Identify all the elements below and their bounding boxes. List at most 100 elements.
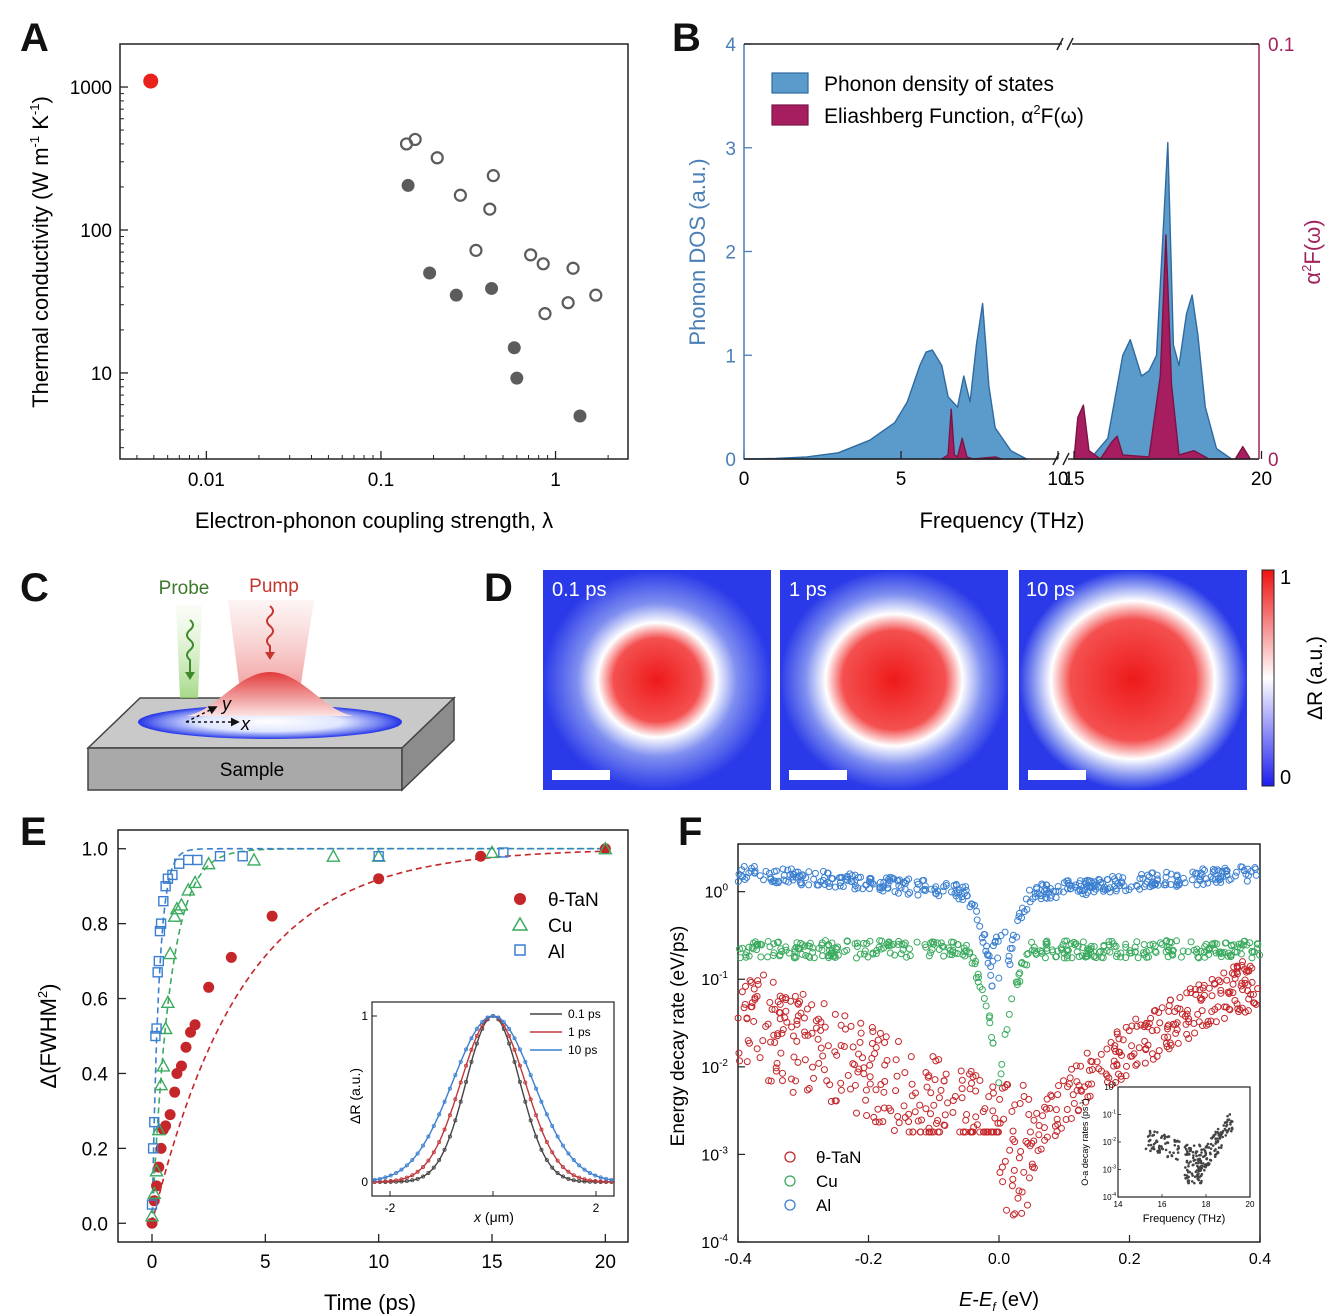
f-point-tan bbox=[762, 1022, 770, 1030]
f-point-tan bbox=[890, 1126, 898, 1134]
f-point-tan bbox=[823, 1077, 831, 1085]
f-point-cu bbox=[972, 974, 980, 982]
f-point-tan bbox=[817, 1018, 825, 1026]
f-point-al bbox=[735, 870, 743, 878]
f-point-cu bbox=[937, 939, 945, 947]
f-point-al bbox=[1138, 870, 1146, 878]
inset-e-point bbox=[421, 1143, 426, 1148]
f-point-tan bbox=[1006, 1146, 1014, 1154]
f-point-tan bbox=[860, 1070, 868, 1078]
f-point-al bbox=[1139, 874, 1147, 882]
f-point-tan bbox=[972, 1087, 980, 1095]
pump-label: Pump bbox=[249, 576, 299, 597]
f-point-cu bbox=[806, 939, 814, 947]
f-point-tan bbox=[772, 1067, 780, 1075]
inset-e-point bbox=[534, 1086, 539, 1091]
f-point-tan bbox=[1235, 1008, 1243, 1016]
f-point-tan bbox=[1156, 1019, 1164, 1027]
legend-marker-f-tan bbox=[784, 1151, 796, 1163]
f-point-cu bbox=[745, 952, 753, 960]
inset-f-point bbox=[1149, 1143, 1153, 1147]
inset-e-point bbox=[469, 1047, 474, 1052]
inset-f-point bbox=[1200, 1179, 1203, 1183]
inset-e-point bbox=[534, 1113, 539, 1118]
f-point-al bbox=[797, 881, 805, 889]
panel-label-c: C bbox=[20, 566, 49, 610]
f-point-tan bbox=[929, 1128, 937, 1136]
f-point-tan bbox=[855, 1050, 863, 1058]
e-point-cu bbox=[246, 852, 262, 866]
f-point-al bbox=[1042, 881, 1050, 889]
inset-e-point bbox=[517, 1063, 522, 1068]
inset-f-point bbox=[1152, 1142, 1156, 1146]
f-point-tan bbox=[874, 1036, 882, 1044]
f-point-tan bbox=[1011, 1138, 1019, 1146]
f-point-cu bbox=[925, 952, 933, 960]
f-point-tan bbox=[1051, 1132, 1059, 1140]
f-point-cu bbox=[1091, 952, 1099, 960]
inset-f-frame bbox=[1117, 1086, 1251, 1198]
inset-e-point bbox=[528, 1097, 533, 1102]
f-point-cu bbox=[1024, 950, 1032, 958]
f-point-tan bbox=[949, 1108, 957, 1116]
f-point-tan bbox=[850, 1061, 858, 1069]
f-point-cu bbox=[1079, 944, 1087, 952]
f-point-cu bbox=[1074, 942, 1082, 950]
panel-b-break-marks bbox=[1052, 37, 1074, 466]
f-point-tan bbox=[893, 1072, 901, 1080]
f-point-al bbox=[798, 871, 806, 879]
f-point-tan bbox=[911, 1108, 919, 1116]
f-point-cu bbox=[1237, 950, 1245, 958]
f-point-cu bbox=[1177, 953, 1185, 961]
f-point-tan bbox=[1030, 1137, 1038, 1145]
legend-label-cu: Cu bbox=[548, 916, 572, 937]
f-point-tan bbox=[857, 1019, 865, 1027]
f-point-tan bbox=[1008, 1107, 1016, 1115]
f-point-al bbox=[1004, 957, 1012, 965]
f-point-al bbox=[1223, 870, 1231, 878]
f-point-al bbox=[973, 916, 981, 924]
f-point-tan bbox=[881, 1061, 889, 1069]
f-point-cu bbox=[1169, 947, 1177, 955]
heat-mound bbox=[186, 672, 354, 716]
e-point-tan bbox=[266, 910, 278, 922]
f-point-tan bbox=[791, 992, 799, 1000]
f-point-tan bbox=[793, 1017, 801, 1025]
f-point-cu bbox=[1113, 950, 1121, 958]
f-point-tan bbox=[1055, 1082, 1063, 1090]
inset-f-point bbox=[1230, 1129, 1233, 1133]
f-point-al bbox=[1043, 894, 1051, 902]
f-point-al bbox=[1076, 877, 1084, 885]
inset-f-point bbox=[1201, 1162, 1205, 1165]
f-point-al bbox=[1173, 872, 1181, 880]
inset-f-y-tick-label: 10-3 bbox=[1103, 1165, 1117, 1175]
b-a2f-area-high bbox=[1073, 234, 1251, 460]
a-point-gray-open bbox=[538, 307, 552, 321]
f-point-tan bbox=[781, 1014, 789, 1022]
f-point-cu bbox=[1231, 948, 1239, 956]
inset-f-point bbox=[1144, 1147, 1148, 1151]
f-point-al bbox=[905, 875, 913, 883]
f-point-al bbox=[997, 932, 1005, 940]
f-point-al bbox=[1243, 877, 1251, 885]
f-point-tan bbox=[905, 1118, 913, 1126]
f-point-tan bbox=[1018, 1209, 1026, 1217]
f-point-tan bbox=[756, 1054, 764, 1062]
f-point-cu bbox=[1043, 937, 1051, 945]
map-time-label-0: 0.1 ps bbox=[552, 579, 606, 601]
inset-f-point bbox=[1155, 1139, 1158, 1142]
e-y-tick-label: 0.6 bbox=[82, 990, 108, 1011]
f-point-cu bbox=[796, 944, 804, 952]
f-point-al bbox=[955, 889, 963, 897]
e-point-cu bbox=[167, 908, 182, 922]
f-point-al bbox=[813, 881, 821, 889]
panel-a-xlabel: Electron-phonon coupling strength, λ bbox=[195, 508, 553, 533]
inset-f-point bbox=[1185, 1160, 1189, 1164]
f-point-al bbox=[1215, 874, 1223, 882]
f-point-al bbox=[747, 867, 755, 875]
f-point-al bbox=[1140, 883, 1148, 891]
a-point-gray-filled bbox=[510, 371, 524, 385]
inset-e-point bbox=[426, 1134, 431, 1139]
inset-e-point bbox=[474, 1033, 479, 1038]
f-point-al bbox=[1133, 882, 1141, 890]
